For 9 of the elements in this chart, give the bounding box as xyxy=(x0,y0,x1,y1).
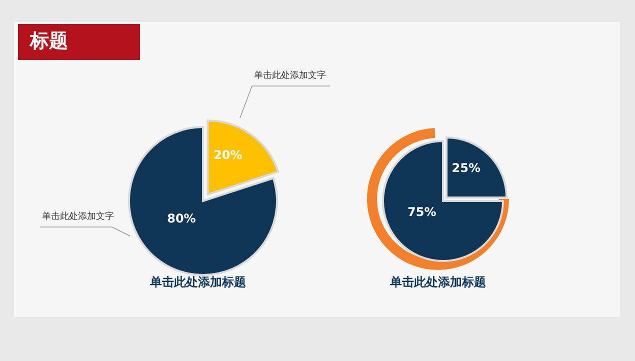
text: 标题 xyxy=(29,30,68,52)
data-label: 80% xyxy=(167,212,196,226)
data-label: 75% xyxy=(408,205,436,220)
text: 单击此处添加文字 xyxy=(254,70,326,81)
data-label: 20% xyxy=(214,148,242,162)
text: 单击此处添加标题 xyxy=(389,274,487,291)
text: 单击此处添加文字 xyxy=(42,211,114,222)
data-label: 25% xyxy=(452,160,481,175)
text: 单击此处添加标题 xyxy=(149,274,247,291)
